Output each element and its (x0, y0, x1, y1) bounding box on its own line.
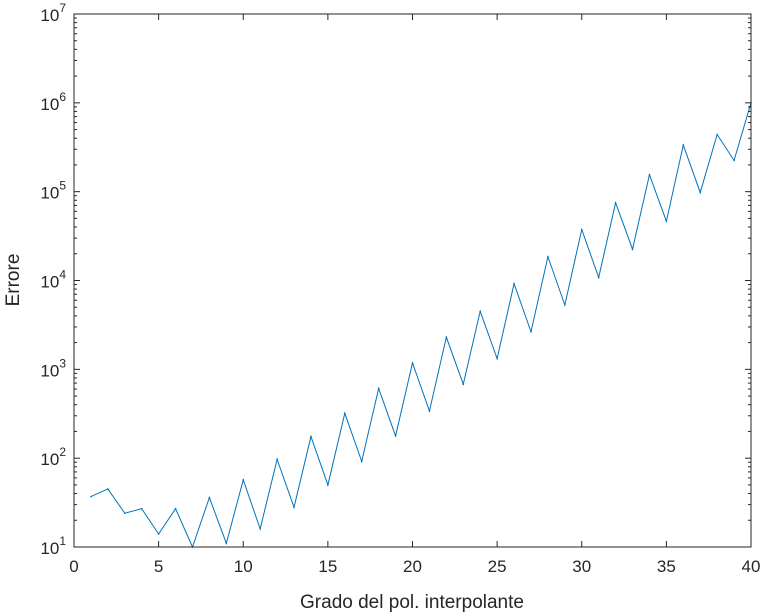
y-tick-base: 10 (40, 361, 59, 380)
y-tick-base: 10 (40, 6, 59, 25)
data-point (614, 201, 617, 204)
data-point (428, 410, 431, 412)
data-point (411, 362, 414, 364)
data-point (360, 460, 363, 463)
y-tick-base: 10 (40, 184, 59, 203)
data-point (107, 488, 109, 490)
data-point (580, 228, 583, 231)
y-tick-exponent: 7 (59, 1, 66, 15)
y-tick-exponent: 3 (59, 356, 66, 370)
data-point (733, 159, 735, 162)
x-tick-label: 0 (69, 557, 78, 576)
data-point (157, 533, 160, 535)
x-tick-label: 40 (742, 557, 761, 576)
plot-area (74, 14, 751, 547)
y-tick-label: 101 (40, 534, 66, 558)
data-point (564, 304, 566, 306)
data-point (530, 330, 532, 333)
x-tick-label: 5 (154, 557, 163, 576)
data-point (479, 310, 482, 313)
data-point (394, 435, 397, 437)
y-tick-base: 10 (40, 273, 59, 292)
data-point (445, 336, 448, 339)
y-tick-exponent: 4 (59, 268, 66, 282)
y-tick-exponent: 6 (59, 90, 66, 104)
y-tick-exponent: 1 (59, 534, 66, 548)
y-tick-label: 107 (40, 1, 66, 25)
y-tick-base: 10 (40, 450, 59, 469)
data-point (682, 144, 685, 146)
data-point (547, 255, 549, 258)
x-axis-label: Grado del pol. interpolante (300, 592, 524, 613)
data-point (293, 506, 295, 509)
data-point (174, 507, 177, 510)
x-tick-label: 15 (318, 557, 337, 576)
x-tick-label: 30 (572, 557, 591, 576)
data-point (140, 507, 143, 510)
data-point (259, 528, 261, 530)
x-ticks: 0 5 10 15 20 25 30 35 40 (69, 14, 760, 576)
x-tick-label: 20 (403, 557, 422, 576)
y-tick-label: 103 (40, 356, 66, 380)
x-tick-label: 10 (234, 557, 253, 576)
y-tick-base: 10 (40, 95, 59, 114)
data-point (344, 412, 346, 415)
data-point (648, 173, 651, 176)
y-tick-exponent: 2 (59, 445, 66, 459)
data-point (225, 542, 228, 545)
y-tick-label: 104 (40, 268, 66, 292)
data-point (90, 495, 92, 498)
y-tick-exponent: 5 (59, 179, 66, 193)
data-point (597, 276, 600, 279)
data-point (377, 387, 380, 390)
data-point (462, 383, 465, 386)
data-point (208, 496, 211, 499)
y-tick-label: 106 (40, 90, 66, 114)
data-point (276, 458, 278, 461)
data-point (513, 282, 515, 285)
data-point (631, 248, 634, 251)
data-point (310, 435, 312, 438)
data-point (496, 357, 498, 360)
y-axis-label: Errore (3, 254, 24, 307)
data-point (699, 191, 702, 194)
x-tick-label: 35 (657, 557, 676, 576)
y-tick-base: 10 (40, 539, 59, 558)
data-point (327, 484, 329, 486)
y-tick-label: 102 (40, 445, 66, 469)
data-point (242, 479, 245, 481)
series-line (90, 102, 752, 549)
data-point (665, 220, 668, 223)
data-point (123, 512, 126, 515)
x-tick-label: 25 (488, 557, 507, 576)
data-point (716, 133, 718, 136)
y-tick-label: 105 (40, 179, 66, 203)
